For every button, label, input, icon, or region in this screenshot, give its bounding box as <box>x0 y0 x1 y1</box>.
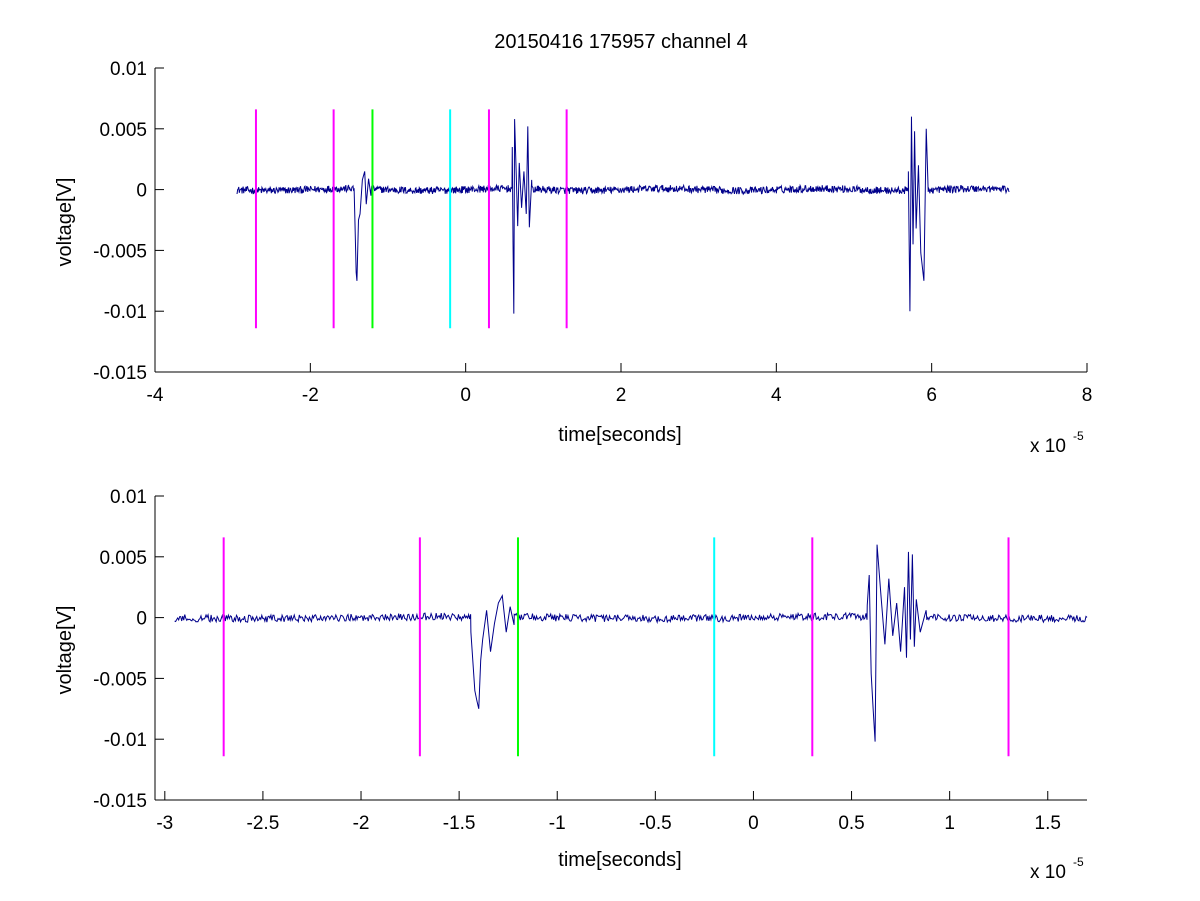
x-tick-label: 0 <box>748 813 759 834</box>
top-axes: -0.015 -0.01 -0.005 0 0.005 0.01 -4 -2 0 2 4 6 8 <box>93 59 1092 406</box>
y-tick-label: -0.01 <box>104 730 147 751</box>
top-x-exponent-power: -5 <box>1073 429 1084 443</box>
figure-title: 20150416 175957 channel 4 <box>494 31 748 53</box>
x-tick-label: -3 <box>156 813 173 834</box>
bottom-x-exponent-power: -5 <box>1073 855 1084 869</box>
x-tick-label: 8 <box>1082 385 1093 406</box>
top-ylabel: voltage[V] <box>54 178 76 267</box>
x-tick-label: -2 <box>302 385 319 406</box>
x-tick-label: 6 <box>926 385 937 406</box>
x-tick-label: 1 <box>944 813 955 834</box>
bottom-axes: -0.015 -0.01 -0.005 0 0.005 0.01 -3 -2.5 -2 -1.5 -… <box>93 487 1088 834</box>
bottom-xlabel: time[seconds] <box>558 849 681 871</box>
bottom-ylabel: voltage[V] <box>54 606 76 695</box>
top-x-exponent: x 10 <box>1030 436 1066 457</box>
bottom-x-exponent: x 10 <box>1030 862 1066 883</box>
y-tick-label: -0.015 <box>93 791 147 812</box>
x-tick-label: -1.5 <box>443 813 476 834</box>
x-tick-label: 0.5 <box>838 813 864 834</box>
y-tick-label: -0.005 <box>93 669 147 690</box>
x-tick-label: 1.5 <box>1035 813 1061 834</box>
top-xlabel: time[seconds] <box>558 424 681 446</box>
y-tick-label: 0 <box>136 609 147 630</box>
y-tick-label: -0.015 <box>93 363 147 384</box>
x-tick-label: -0.5 <box>639 813 672 834</box>
x-tick-label: -1 <box>549 813 566 834</box>
x-tick-label: 2 <box>616 385 627 406</box>
x-tick-label: -4 <box>147 385 164 406</box>
y-tick-label: 0.01 <box>110 59 147 80</box>
x-tick-label: -2 <box>353 813 370 834</box>
y-tick-label: 0.005 <box>99 120 147 141</box>
x-tick-label: -2.5 <box>247 813 280 834</box>
y-tick-label: 0.01 <box>110 487 147 508</box>
signal-trace <box>236 116 1010 314</box>
y-tick-label: -0.01 <box>104 302 147 323</box>
x-tick-label: 0 <box>460 385 471 406</box>
y-tick-label: -0.005 <box>93 241 147 262</box>
signal-trace <box>174 544 1088 742</box>
y-tick-label: 0 <box>136 181 147 202</box>
x-tick-label: 4 <box>771 385 782 406</box>
y-tick-label: 0.005 <box>99 548 147 569</box>
